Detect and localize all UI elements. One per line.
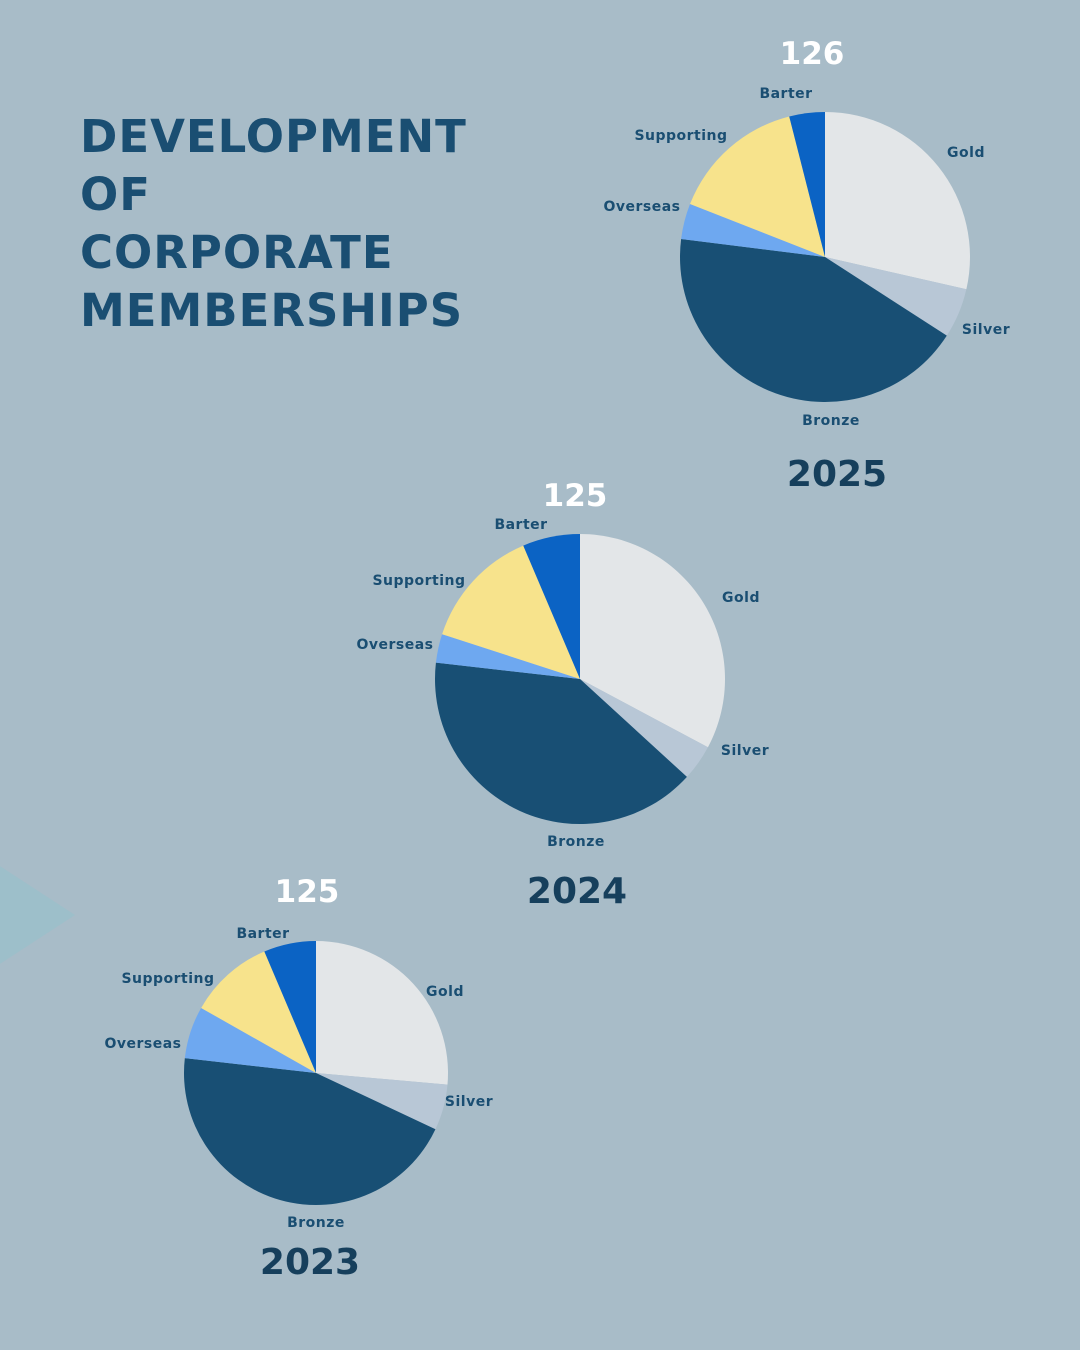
pie-slice-overseas-2024 (435, 634, 580, 679)
slice-label-gold: Gold (722, 590, 760, 606)
slice-label-silver: Silver (962, 322, 1010, 338)
pie-slice-barter-2024 (523, 534, 580, 679)
decorative-triangle (0, 840, 75, 990)
slice-label-overseas: Overseas (104, 1036, 181, 1052)
pie-slice-barter-2023 (264, 941, 316, 1073)
year-label: 2024 (527, 871, 627, 912)
slice-label-barter: Barter (236, 926, 289, 942)
pie-slice-bronze-2023 (183, 1058, 436, 1206)
pie-slice-overseas-2025 (681, 204, 825, 257)
pie-slice-bronze-2025 (680, 238, 947, 402)
pie-slice-gold-2024 (580, 534, 725, 748)
title-line: MEMBERSHIPS (80, 284, 464, 337)
slice-label-supporting: Supporting (634, 128, 727, 144)
pie-slice-supporting-2023 (201, 951, 316, 1073)
slice-label-supporting: Supporting (372, 573, 465, 589)
pie-slice-supporting-2025 (690, 116, 825, 257)
pie-slice-overseas-2023 (184, 1007, 316, 1073)
slice-label-overseas: Overseas (603, 199, 680, 215)
year-label: 2025 (787, 454, 887, 495)
slice-label-barter: Barter (494, 517, 547, 533)
page-title: DEVELOPMENT OF CORPORATE MEMBERSHIPS (80, 108, 467, 340)
pie-slice-gold-2025 (825, 112, 970, 290)
slice-label-gold: Gold (426, 984, 464, 1000)
pie-slice-silver-2023 (316, 1073, 448, 1130)
year-label: 2023 (260, 1242, 360, 1283)
pie-slice-barter-2025 (789, 111, 825, 257)
slice-label-silver: Silver (445, 1094, 493, 1110)
slice-label-bronze: Bronze (287, 1215, 345, 1231)
title-line: DEVELOPMENT (80, 110, 467, 163)
pie-slice-supporting-2024 (442, 545, 580, 679)
slice-label-silver: Silver (721, 743, 769, 759)
slice-label-bronze: Bronze (802, 413, 860, 429)
pie-slice-silver-2025 (825, 257, 967, 336)
slice-label-gold: Gold (947, 145, 985, 161)
pie-slice-gold-2023 (316, 940, 449, 1085)
title-line: OF (80, 168, 151, 221)
title-line: CORPORATE (80, 226, 394, 279)
slice-label-barter: Barter (759, 86, 812, 102)
total-count-label: 125 (543, 478, 608, 514)
pie-slice-silver-2024 (580, 679, 708, 777)
pie-slice-bronze-2024 (435, 662, 687, 824)
slice-label-supporting: Supporting (121, 971, 214, 987)
total-count-label: 126 (780, 36, 845, 72)
slice-label-overseas: Overseas (356, 637, 433, 653)
slice-label-bronze: Bronze (547, 834, 605, 850)
total-count-label: 125 (275, 874, 340, 910)
